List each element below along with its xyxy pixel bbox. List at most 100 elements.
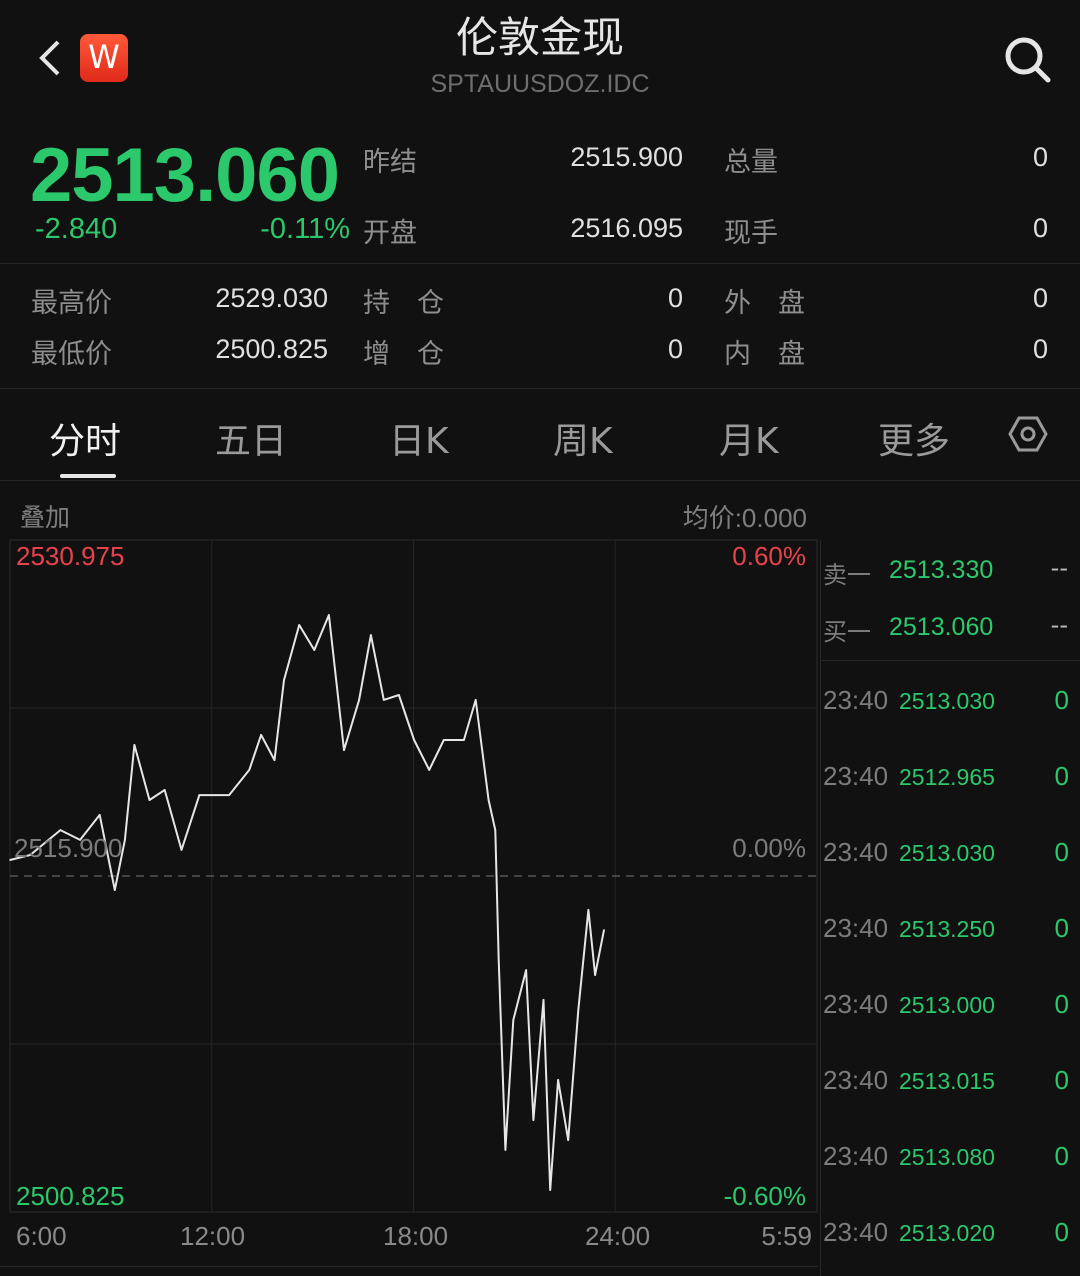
trade-price: 2513.030 xyxy=(899,688,995,714)
price-point xyxy=(497,959,500,961)
price-change-pct: -0.11% xyxy=(260,213,350,245)
search-icon xyxy=(1005,37,1051,83)
value-outer: 0 xyxy=(1032,283,1048,313)
trade-row: 23:40 2513.250 0 xyxy=(821,913,1080,953)
label-open-interest: 持 仓 xyxy=(363,288,444,319)
bid-price: 2513.060 xyxy=(889,613,994,641)
tab-more[interactable]: 更多 xyxy=(878,421,951,462)
trade-row: 23:40 2513.030 0 xyxy=(821,685,1080,725)
avg-price: 均价:0.000 xyxy=(682,503,807,533)
overlay-button[interactable]: 叠加 xyxy=(20,503,71,532)
trade-row: 23:40 2512.965 0 xyxy=(821,761,1080,801)
trade-price: 2513.250 xyxy=(899,916,995,942)
price-point xyxy=(283,679,285,681)
trade-time: 23:40 xyxy=(823,913,889,943)
value-low: 2500.825 xyxy=(215,334,328,364)
price-point xyxy=(273,759,276,761)
trade-time: 23:40 xyxy=(823,989,889,1019)
price-point xyxy=(148,799,151,801)
label-prev-settle: 昨结 xyxy=(363,147,417,178)
price-point xyxy=(603,929,605,931)
price-point xyxy=(79,839,81,841)
divider xyxy=(0,388,1080,389)
price-point xyxy=(248,769,251,771)
ask-label: 卖一 xyxy=(823,561,871,589)
ask-price: 2513.330 xyxy=(889,556,994,584)
price-point xyxy=(29,854,31,856)
value-open-interest: 0 xyxy=(667,283,683,313)
last-price: 2513.060 xyxy=(30,133,340,218)
price-point xyxy=(525,969,527,971)
trade-volume: 0 xyxy=(1054,913,1069,943)
price-point xyxy=(442,739,445,741)
back-button[interactable] xyxy=(34,38,64,78)
tab-five-day[interactable]: 五日 xyxy=(215,421,288,462)
x-tick-label: 18:00 xyxy=(383,1221,449,1251)
trade-volume: 0 xyxy=(1054,1141,1069,1171)
label-oi-change: 增 仓 xyxy=(363,339,444,370)
label-total-volume: 总量 xyxy=(724,147,778,178)
intraday-chart[interactable] xyxy=(0,530,820,1220)
price-point xyxy=(113,889,116,891)
tab-monthly-k[interactable]: 月K xyxy=(719,421,779,462)
price-change: -2.840 xyxy=(35,213,118,245)
price-point xyxy=(228,794,230,796)
trade-row: 23:40 2513.000 0 xyxy=(821,989,1080,1029)
price-point xyxy=(512,1019,515,1021)
trade-time: 23:40 xyxy=(823,1217,889,1247)
trade-price: 2513.000 xyxy=(899,992,995,1018)
price-line xyxy=(9,614,605,1191)
price-point xyxy=(487,799,490,801)
price-point xyxy=(298,624,300,626)
price-point xyxy=(474,699,477,701)
chart-settings-button[interactable] xyxy=(1008,414,1048,458)
price-point xyxy=(428,769,430,771)
trade-volume: 0 xyxy=(1054,837,1069,867)
page-title: 伦敦金现 xyxy=(455,13,624,62)
price-point xyxy=(163,789,166,791)
tab-intraday[interactable]: 分时 xyxy=(49,421,122,462)
price-point xyxy=(370,634,372,636)
tab-weekly-k[interactable]: 周K xyxy=(553,421,613,462)
app-logo: W xyxy=(80,34,128,82)
price-point xyxy=(557,1079,559,1081)
trade-price: 2513.020 xyxy=(899,1220,995,1246)
trade-price: 2513.080 xyxy=(899,1144,995,1170)
value-last-volume: 0 xyxy=(1032,213,1048,243)
trade-row: 23:40 2513.030 0 xyxy=(821,837,1080,877)
pct-min-label: -0.60% xyxy=(723,1181,806,1211)
divider xyxy=(821,660,1080,661)
chevron-left-icon xyxy=(39,40,60,76)
value-inner: 0 xyxy=(1032,334,1048,364)
label-low: 最低价 xyxy=(31,339,112,370)
price-point xyxy=(594,974,596,976)
price-point xyxy=(343,749,345,751)
search-button[interactable] xyxy=(1002,34,1052,88)
trade-price: 2513.030 xyxy=(899,840,995,866)
label-inner: 内 盘 xyxy=(724,339,805,370)
trade-time: 23:40 xyxy=(823,1065,889,1095)
price-point xyxy=(180,849,183,851)
price-point xyxy=(398,694,400,696)
x-tick-label: 6:00 xyxy=(16,1221,67,1251)
trade-price: 2512.965 xyxy=(899,764,995,790)
trade-row: 23:40 2513.020 0 xyxy=(821,1217,1080,1257)
trade-time: 23:40 xyxy=(823,761,889,791)
tab-daily-k[interactable]: 日K xyxy=(389,421,449,462)
divider xyxy=(0,1266,818,1267)
label-open: 开盘 xyxy=(363,218,417,249)
price-point xyxy=(532,1119,535,1121)
value-total-volume: 0 xyxy=(1032,142,1048,172)
price-point xyxy=(313,649,316,651)
settings-hexagon-icon xyxy=(1008,416,1048,452)
price-point xyxy=(577,1009,580,1011)
symbol-code: SPTAUUSDOZ.IDC xyxy=(430,70,650,98)
value-oi-change: 0 xyxy=(667,334,683,364)
trade-volume: 0 xyxy=(1054,685,1069,715)
price-point xyxy=(549,1189,552,1191)
divider xyxy=(0,480,1080,481)
label-outer: 外 盘 xyxy=(724,288,805,319)
bid-label: 买一 xyxy=(823,618,871,646)
x-tick-label: 12:00 xyxy=(180,1221,246,1251)
trade-time: 23:40 xyxy=(823,837,889,867)
